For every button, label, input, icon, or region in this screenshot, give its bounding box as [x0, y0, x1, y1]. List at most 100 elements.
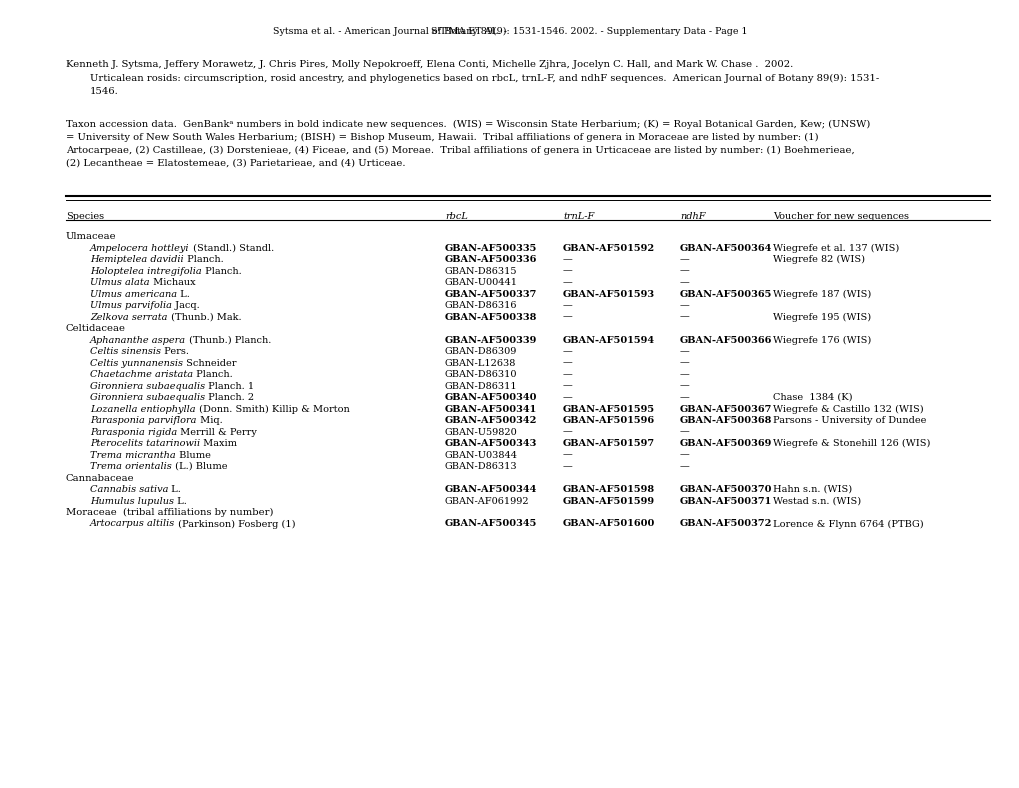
Text: Merrill & Perry: Merrill & Perry: [177, 428, 257, 437]
Text: —: —: [680, 347, 689, 356]
Text: Wiegrefe 82 (WIS): Wiegrefe 82 (WIS): [772, 255, 864, 264]
Text: —: —: [562, 451, 573, 459]
Text: Gironniera subaequalis: Gironniera subaequalis: [90, 381, 205, 391]
Text: Hemiptelea davidii: Hemiptelea davidii: [90, 255, 183, 264]
Text: Planch. 2: Planch. 2: [205, 393, 254, 402]
Text: —: —: [680, 313, 689, 322]
Text: GBAN-AF500337: GBAN-AF500337: [444, 289, 537, 299]
Text: Parasponia parviflora: Parasponia parviflora: [90, 416, 197, 425]
Text: GBAN-D86310: GBAN-D86310: [444, 370, 517, 379]
Text: —: —: [562, 359, 573, 367]
Text: —: —: [680, 278, 689, 287]
Text: GBAN-U03844: GBAN-U03844: [444, 451, 518, 459]
Text: Hahn s.n. (WIS): Hahn s.n. (WIS): [772, 485, 851, 494]
Text: GBAN-AF501596: GBAN-AF501596: [562, 416, 654, 425]
Text: GBAN-AF501597: GBAN-AF501597: [562, 439, 654, 448]
Text: Species: Species: [66, 212, 104, 221]
Text: L.: L.: [168, 485, 181, 494]
Text: GBAN-U59820: GBAN-U59820: [444, 428, 518, 437]
Text: SᴵTᴵMA ET AL. -: SᴵTᴵMA ET AL. -: [431, 27, 510, 36]
Text: Wiegrefe & Castillo 132 (WIS): Wiegrefe & Castillo 132 (WIS): [772, 404, 923, 414]
Text: Celtidaceae: Celtidaceae: [66, 324, 126, 333]
Text: GBAN-D86315: GBAN-D86315: [444, 266, 517, 276]
Text: GBAN-AF500369: GBAN-AF500369: [680, 439, 771, 448]
Text: Parasponia rigida: Parasponia rigida: [90, 428, 177, 437]
Text: —: —: [562, 301, 573, 310]
Text: Ulmus parvifolia: Ulmus parvifolia: [90, 301, 172, 310]
Text: GBAN-AF500366: GBAN-AF500366: [680, 336, 771, 344]
Text: —: —: [680, 462, 689, 471]
Text: —: —: [562, 428, 573, 437]
Text: Planch.: Planch.: [183, 255, 223, 264]
Text: Chase  1384 (K): Chase 1384 (K): [772, 393, 852, 402]
Text: Urticalean rosids: circumscription, rosid ancestry, and phylogenetics based on r: Urticalean rosids: circumscription, rosi…: [90, 74, 878, 83]
Text: Celtis yunnanensis: Celtis yunnanensis: [90, 359, 182, 367]
Text: Ulmus alata: Ulmus alata: [90, 278, 150, 287]
Text: GBAN-AF500344: GBAN-AF500344: [444, 485, 537, 494]
Text: —: —: [562, 255, 573, 264]
Text: (Standl.) Standl.: (Standl.) Standl.: [190, 243, 273, 252]
Text: trnL-F: trnL-F: [562, 212, 594, 221]
Text: (Donn. Smith) Killip & Morton: (Donn. Smith) Killip & Morton: [196, 404, 350, 414]
Text: —: —: [680, 255, 689, 264]
Text: GBAN-AF061992: GBAN-AF061992: [444, 496, 529, 505]
Text: (Parkinson) Fosberg (1): (Parkinson) Fosberg (1): [175, 519, 296, 529]
Text: Westad s.n. (WIS): Westad s.n. (WIS): [772, 496, 860, 505]
Text: rbcL: rbcL: [444, 212, 468, 221]
Text: GBAN-AF501598: GBAN-AF501598: [562, 485, 654, 494]
Text: Jacq.: Jacq.: [172, 301, 200, 310]
Text: GBAN-AF501594: GBAN-AF501594: [562, 336, 654, 344]
Text: Aphananthe aspera: Aphananthe aspera: [90, 336, 185, 344]
Text: Wiegrefe & Stonehill 126 (WIS): Wiegrefe & Stonehill 126 (WIS): [772, 439, 929, 448]
Text: Parsons - University of Dundee: Parsons - University of Dundee: [772, 416, 925, 425]
Text: —: —: [680, 370, 689, 379]
Text: (2) Lecantheae = Elatostemeae, (3) Parietarieae, and (4) Urticeae.: (2) Lecantheae = Elatostemeae, (3) Parie…: [66, 159, 406, 168]
Text: —: —: [562, 278, 573, 287]
Text: Wiegrefe 187 (WIS): Wiegrefe 187 (WIS): [772, 289, 870, 299]
Text: GBAN-D86309: GBAN-D86309: [444, 347, 517, 356]
Text: Celtis sinensis: Celtis sinensis: [90, 347, 161, 356]
Text: GBAN-U00441: GBAN-U00441: [444, 278, 518, 287]
Text: GBAN-L12638: GBAN-L12638: [444, 359, 516, 367]
Text: GBAN-AF500339: GBAN-AF500339: [444, 336, 537, 344]
Text: Wiegrefe et al. 137 (WIS): Wiegrefe et al. 137 (WIS): [772, 243, 899, 253]
Text: (Thunb.) Mak.: (Thunb.) Mak.: [167, 313, 240, 322]
Text: ndhF: ndhF: [680, 212, 705, 221]
Text: GBAN-AF500338: GBAN-AF500338: [444, 313, 537, 322]
Text: L.: L.: [174, 496, 186, 505]
Text: Cannabaceae: Cannabaceae: [66, 474, 135, 482]
Text: Trema micrantha: Trema micrantha: [90, 451, 175, 459]
Text: Humulus lupulus: Humulus lupulus: [90, 496, 174, 505]
Text: —: —: [562, 381, 573, 391]
Text: —: —: [562, 266, 573, 276]
Text: GBAN-D86313: GBAN-D86313: [444, 462, 517, 471]
Text: Trema orientalis: Trema orientalis: [90, 462, 171, 471]
Text: Blume: Blume: [175, 451, 210, 459]
Text: Taxon accession data.  GenBankᵃ numbers in bold indicate new sequences.  (WIS) =: Taxon accession data. GenBankᵃ numbers i…: [66, 120, 869, 129]
Text: Pterocelits tatarinowii: Pterocelits tatarinowii: [90, 439, 200, 448]
Text: Voucher for new sequences: Voucher for new sequences: [772, 212, 908, 221]
Text: Michaux: Michaux: [150, 278, 195, 287]
Text: Cannabis sativa: Cannabis sativa: [90, 485, 168, 494]
Text: GBAN-AF500372: GBAN-AF500372: [680, 519, 771, 529]
Text: Miq.: Miq.: [197, 416, 222, 425]
Text: GBAN-AF501600: GBAN-AF501600: [562, 519, 655, 529]
Text: Maxim: Maxim: [200, 439, 236, 448]
Text: —: —: [562, 462, 573, 471]
Text: —: —: [680, 301, 689, 310]
Text: Chaetachme aristata: Chaetachme aristata: [90, 370, 193, 379]
Text: Holoptelea intregifolia: Holoptelea intregifolia: [90, 266, 202, 276]
Text: GBAN-AF500364: GBAN-AF500364: [680, 243, 771, 252]
Text: Schneider: Schneider: [182, 359, 236, 367]
Text: —: —: [562, 393, 573, 402]
Text: —: —: [680, 359, 689, 367]
Text: L.: L.: [177, 289, 190, 299]
Text: Lorence & Flynn 6764 (PTBG): Lorence & Flynn 6764 (PTBG): [772, 519, 923, 529]
Text: —: —: [562, 347, 573, 356]
Text: GBAN-AF500368: GBAN-AF500368: [680, 416, 771, 425]
Text: Gironniera subaequalis: Gironniera subaequalis: [90, 393, 205, 402]
Text: Ulmus americana: Ulmus americana: [90, 289, 177, 299]
Text: Moraceae  (tribal affiliations by number): Moraceae (tribal affiliations by number): [66, 508, 273, 517]
Text: Artocarpeae, (2) Castilleae, (3) Dorstenieae, (4) Ficeae, and (5) Moreae.  Triba: Artocarpeae, (2) Castilleae, (3) Dorsten…: [66, 146, 854, 155]
Text: Lozanella entiophylla: Lozanella entiophylla: [90, 404, 196, 414]
